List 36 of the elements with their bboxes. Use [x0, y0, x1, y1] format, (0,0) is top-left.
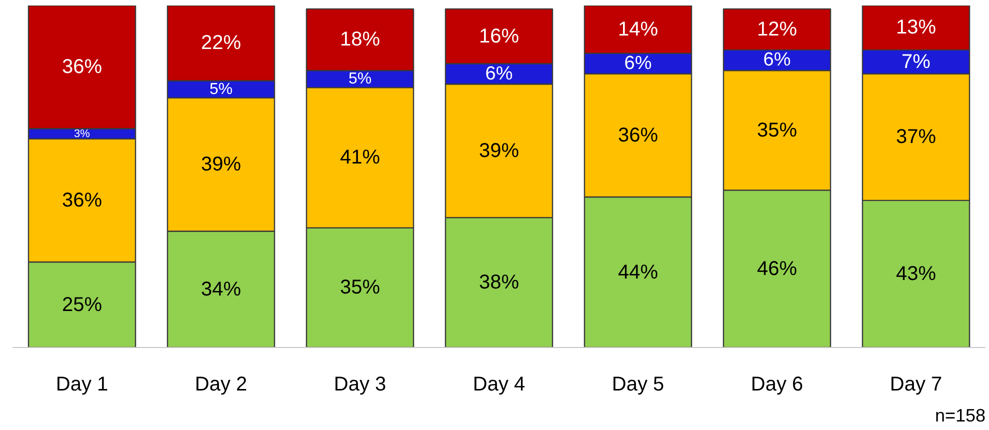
x-tick-label: Day 4 [472, 374, 526, 396]
data-label: 36% [62, 189, 102, 212]
x-tick-label: Day 1 [56, 374, 108, 396]
data-label: 14% [618, 18, 658, 40]
x-tick-label: Day 6 [750, 374, 804, 396]
data-label: 18% [340, 28, 380, 51]
data-label: 7% [902, 50, 931, 73]
data-label: 12% [756, 18, 798, 40]
data-label: 39% [200, 154, 242, 176]
data-label: 36% [62, 56, 102, 78]
data-label: 22% [200, 32, 242, 54]
data-label: 5% [348, 70, 372, 88]
data-label: 46% [756, 258, 798, 280]
x-tick-label: Day 5 [612, 374, 664, 396]
data-label: 44% [618, 261, 658, 284]
data-label: 35% [340, 276, 380, 299]
data-label: 16% [478, 25, 520, 48]
data-label: 6% [763, 50, 791, 71]
data-label: 34% [200, 278, 242, 300]
data-label: 38% [478, 272, 520, 294]
x-tick-label: Day 2 [194, 374, 248, 396]
text: n=158 [934, 406, 986, 426]
data-label: 37% [896, 126, 936, 148]
data-label: 25% [62, 294, 102, 316]
data-label: 6% [624, 53, 652, 74]
data-label: 3% [74, 128, 90, 140]
data-label: 35% [756, 119, 798, 142]
x-tick-label: Day 7 [890, 374, 942, 396]
data-label: 36% [618, 124, 658, 146]
data-label: 6% [485, 63, 513, 84]
x-tick-label: Day 3 [334, 374, 386, 396]
data-label: 13% [896, 16, 936, 39]
data-label: 41% [340, 146, 380, 169]
data-label: 5% [209, 80, 233, 98]
data-label: 39% [478, 140, 520, 162]
data-label: 43% [896, 262, 936, 285]
